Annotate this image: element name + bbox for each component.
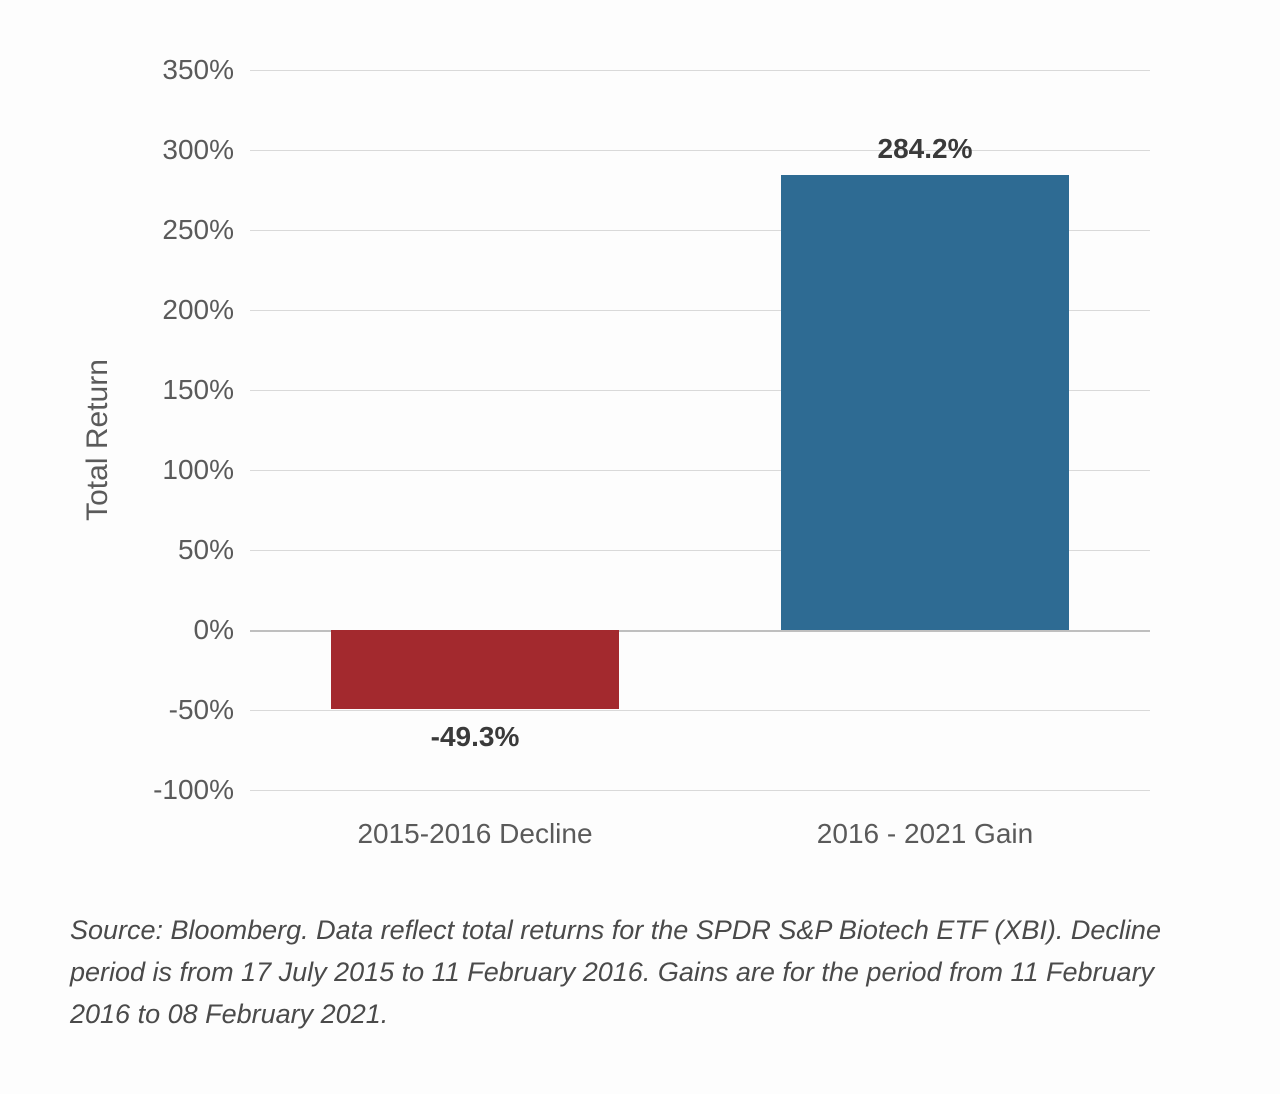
y-tick-label: -100% [153, 774, 234, 806]
y-tick-label: 350% [162, 54, 234, 86]
y-tick-label: 0% [194, 614, 234, 646]
y-tick-label: 300% [162, 134, 234, 166]
gridline [250, 70, 1150, 71]
bar-value-label: -49.3% [431, 721, 520, 753]
gridline [250, 150, 1150, 151]
bar-value-label: 284.2% [878, 133, 973, 165]
y-tick-label: 150% [162, 374, 234, 406]
x-tick-label: 2015-2016 Decline [357, 818, 592, 850]
chart-container: Total Return -100%-50%0%50%100%150%200%2… [0, 0, 1280, 1094]
y-tick-label: 200% [162, 294, 234, 326]
y-tick-label: 250% [162, 214, 234, 246]
x-tick-label: 2016 - 2021 Gain [817, 818, 1033, 850]
chart-caption: Source: Bloomberg. Data reflect total re… [70, 910, 1210, 1036]
y-tick-label: 50% [178, 534, 234, 566]
chart-zone: Total Return -100%-50%0%50%100%150%200%2… [70, 30, 1210, 850]
bar [331, 630, 619, 709]
y-tick-label: 100% [162, 454, 234, 486]
plot-area: -100%-50%0%50%100%150%200%250%300%350%-4… [250, 70, 1150, 790]
bar [781, 175, 1069, 630]
y-tick-label: -50% [169, 694, 234, 726]
gridline [250, 710, 1150, 711]
gridline [250, 790, 1150, 791]
y-axis-label: Total Return [81, 359, 115, 521]
